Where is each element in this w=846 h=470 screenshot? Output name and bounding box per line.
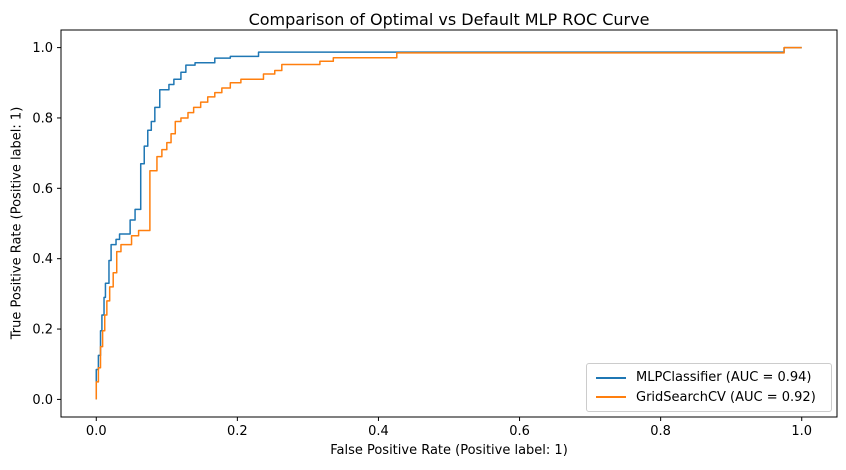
y-tick-label: 0.8	[32, 111, 53, 126]
y-tick-label: 0.6	[32, 182, 53, 197]
x-tick-label: 0.6	[509, 424, 530, 439]
legend-line-swatch	[596, 396, 626, 399]
legend-line-swatch	[596, 376, 626, 379]
legend-entry: MLPClassifier (AUC = 0.94)	[596, 370, 822, 385]
x-tick-label: 0.0	[86, 424, 107, 439]
y-tick-label: 0.0	[32, 393, 53, 408]
x-tick-label: 0.2	[227, 424, 248, 439]
axes-spines	[60, 29, 838, 418]
roc-curve-0	[95, 46, 802, 400]
legend-entry: GridSearchCV (AUC = 0.92)	[596, 390, 822, 405]
x-tick-label: 1.0	[791, 424, 812, 439]
legend-label: MLPClassifier (AUC = 0.94)	[636, 370, 812, 386]
chart-title: Comparison of Optimal vs Default MLP ROC…	[248, 10, 650, 29]
roc-curve-1	[95, 46, 802, 400]
y-axis-label: True Positive Rate (Positive label: 1)	[9, 106, 25, 340]
x-tick-label: 0.8	[650, 424, 671, 439]
y-tick-label: 0.2	[32, 323, 53, 338]
legend: MLPClassifier (AUC = 0.94) GridSearchCV (…	[586, 363, 832, 412]
x-axis-label: False Positive Rate (Positive label: 1)	[330, 443, 568, 458]
x-tick-label: 0.4	[368, 424, 389, 439]
y-tick-label: 1.0	[32, 41, 53, 56]
legend-label: GridSearchCV (AUC = 0.92)	[636, 389, 816, 405]
y-tick-label: 0.4	[32, 252, 53, 267]
